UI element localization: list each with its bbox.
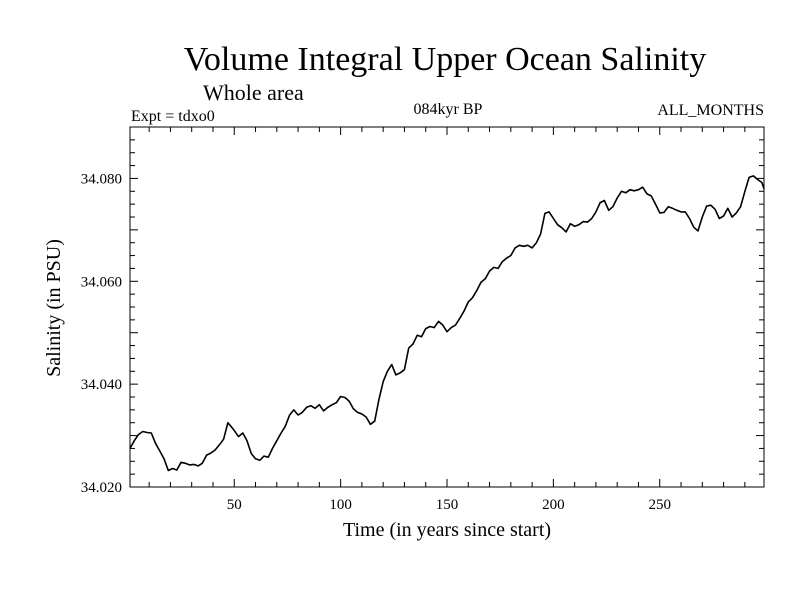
period-label: 084kyr BP xyxy=(414,101,483,118)
x-tick-label: 50 xyxy=(227,497,242,513)
x-tick-label: 100 xyxy=(329,497,352,513)
y-axis-label: Salinity (in PSU) xyxy=(43,239,65,377)
y-tick-label: 34.080 xyxy=(81,171,122,187)
x-tick-label: 200 xyxy=(542,497,565,513)
y-tick-label: 34.060 xyxy=(81,274,122,290)
y-axis-ticks xyxy=(130,139,764,475)
chart-title: Volume Integral Upper Ocean Salinity xyxy=(184,41,706,78)
chart-subtitle: Whole area xyxy=(203,80,304,105)
x-tick-label: 250 xyxy=(649,497,672,513)
x-tick-label: 150 xyxy=(436,497,459,513)
y-axis-tick-labels: 34.020 34.040 34.060 34.080 xyxy=(81,171,122,496)
experiment-label: Expt = tdxo0 xyxy=(131,108,215,125)
y-tick-label: 34.020 xyxy=(81,480,122,496)
x-axis-ticks xyxy=(148,127,746,487)
y-tick-label: 34.040 xyxy=(81,377,122,393)
x-axis-tick-labels: 50 100 150 200 250 xyxy=(227,497,671,513)
months-label: ALL_MONTHS xyxy=(657,102,764,119)
salinity-series-line xyxy=(129,175,765,472)
x-axis-label: Time (in years since start) xyxy=(343,519,551,541)
plot-area-frame xyxy=(129,126,765,488)
